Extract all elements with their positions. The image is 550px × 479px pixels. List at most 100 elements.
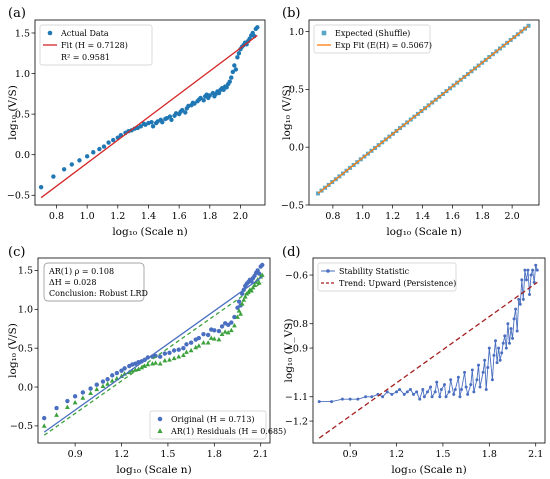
data-point: [211, 336, 217, 341]
data-point: [196, 343, 202, 348]
data-point: [167, 357, 172, 362]
legend-box: [39, 24, 153, 66]
y-tick-label: −0.5: [10, 421, 33, 432]
data-point: [250, 284, 256, 290]
data-point: [475, 378, 479, 382]
x-tick-label: 1.6: [445, 211, 460, 222]
data-point: [518, 302, 522, 306]
data-point: [232, 323, 237, 328]
y-tick-label: 0.5: [289, 85, 304, 96]
data-point: [422, 395, 426, 399]
data-point: [157, 354, 163, 359]
y-tick-label: −0.6: [285, 270, 308, 281]
data-point: [238, 311, 244, 316]
x-axis-label: log₁₀ (Scale n): [116, 464, 191, 476]
y-tick-label: 0.0: [15, 150, 30, 161]
data-point: [531, 268, 535, 272]
data-point: [114, 370, 120, 376]
x-tick-label: 1.2: [114, 449, 129, 460]
y-tick-label: −1.2: [285, 416, 308, 427]
data-point: [88, 386, 93, 391]
data-point: [139, 365, 145, 370]
data-point: [51, 174, 56, 179]
data-point: [463, 370, 467, 374]
data-point: [348, 397, 352, 401]
x-tick-label: 1.6: [172, 211, 187, 222]
y-tick-label: 1.0: [15, 69, 30, 80]
legend-label: Exp Fit (E(H) = 0.5067): [335, 41, 432, 50]
panel-d: (d) 0.9 1.2 1.5 1.8 2.1 −1.2 −1.1 −0.9 −0.8 −0.6 lo…: [282, 245, 546, 476]
data-point: [498, 358, 502, 362]
data-point: [198, 95, 203, 101]
x-tick-label: 0.8: [325, 211, 340, 222]
x-axis-label: log₁₀ (Scale n): [386, 226, 461, 238]
data-point: [216, 337, 222, 342]
panel-a: (a) 0.8 1.0 1.2 1.4 1.6 1.8 2.0 −0.5 0.0 0.5 1.0 1.5…: [7, 6, 266, 238]
x-tick-label: 1.8: [207, 449, 222, 460]
data-point: [495, 361, 499, 365]
legend-marker: [321, 30, 327, 36]
data-point: [236, 51, 242, 56]
series-line: [318, 281, 538, 439]
x-tick-label: 1.8: [475, 211, 490, 222]
panel-c: (c) 0.9 1.2 1.5 1.8 2.1 −0.5 0.0 0.5 1.0 1.5 log₁₀ …: [7, 245, 286, 476]
data-point: [38, 184, 44, 190]
y-tick-label: 0.0: [289, 142, 304, 153]
data-point: [180, 107, 185, 113]
data-point: [449, 378, 453, 382]
x-tick-label: 0.9: [343, 449, 358, 460]
x-tick-label: 1.2: [389, 449, 404, 460]
legend-label: Stability Statistic: [339, 267, 410, 276]
data-point: [447, 390, 451, 394]
data-point: [260, 262, 265, 268]
panel-letter: (d): [282, 245, 300, 260]
data-point: [169, 117, 174, 123]
y-tick-label: 0.5: [18, 343, 33, 354]
data-point: [188, 347, 194, 353]
data-point: [385, 390, 389, 394]
legend-label: R² = 0.9581: [61, 53, 110, 62]
x-tick-label: 0.8: [49, 211, 64, 222]
data-point: [196, 335, 202, 341]
data-point: [61, 167, 67, 172]
data-point: [521, 297, 525, 301]
legend: Original (H = 0.713) AR(1) Residuals (H =…: [149, 410, 286, 440]
data-point: [512, 317, 516, 321]
data-point: [192, 101, 197, 106]
data-point: [157, 361, 163, 366]
data-point: [109, 378, 115, 383]
data-point: [472, 390, 476, 394]
data-point: [259, 272, 265, 277]
data-point: [523, 268, 527, 272]
data-point: [503, 334, 507, 338]
data-point: [97, 146, 102, 152]
x-tick-label: 1.2: [110, 211, 125, 222]
data-point: [390, 392, 394, 396]
legend-marker: [157, 428, 163, 433]
legend-label: Original (H = 0.713): [171, 415, 255, 424]
y-tick-label: −0.5: [7, 191, 30, 202]
y-axis-label: log₁₀ (V/S): [7, 323, 19, 378]
data-point: [228, 327, 234, 333]
data-point: [65, 398, 70, 404]
data-point: [506, 322, 510, 326]
data-point: [94, 382, 99, 387]
data-point: [201, 340, 206, 345]
plot-frame: [34, 19, 266, 206]
data-point: [317, 400, 321, 404]
data-point: [184, 349, 189, 354]
panel-letter: (c): [8, 245, 25, 260]
y-tick-label: −1.1: [285, 392, 308, 403]
data-point: [100, 383, 106, 389]
legend: Actual Data Fit (H = 0.7128) R² = 0.9581: [39, 24, 153, 66]
data-point: [370, 395, 374, 399]
data-point: [235, 305, 240, 310]
data-point: [184, 342, 189, 347]
data-point: [469, 383, 473, 387]
data-point: [511, 336, 515, 340]
data-point: [138, 124, 143, 129]
data-point: [225, 330, 231, 335]
data-point: [88, 390, 93, 396]
data-point: [235, 314, 240, 319]
